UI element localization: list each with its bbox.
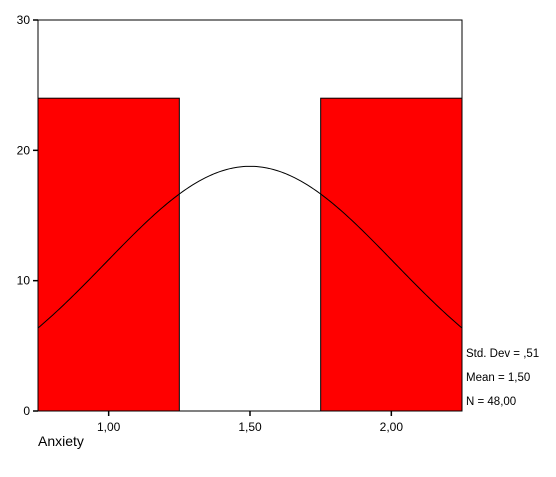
- y-tick-label: 20: [17, 143, 31, 157]
- x-tick-label: 1,50: [238, 420, 262, 434]
- y-tick-label: 0: [23, 404, 30, 418]
- histogram-bar: [37, 97, 180, 412]
- x-axis-title: Anxiety: [38, 433, 84, 449]
- y-tick-label: 30: [17, 13, 31, 27]
- y-tick-label: 10: [17, 274, 31, 288]
- std-dev-label: Std. Dev = ,51: [466, 348, 539, 360]
- mean-label: Mean = 1,50: [466, 372, 530, 384]
- x-tick-label: 1,00: [97, 420, 121, 434]
- x-tick-label: 2,00: [380, 420, 404, 434]
- histogram-bar: [320, 97, 463, 412]
- axes-layer: 0 10 20 30 1,00 1,50 2,00: [17, 13, 404, 434]
- normal-curve: [37, 165, 463, 329]
- n-label: N = 48,00: [466, 396, 516, 408]
- bars-layer: [37, 97, 463, 412]
